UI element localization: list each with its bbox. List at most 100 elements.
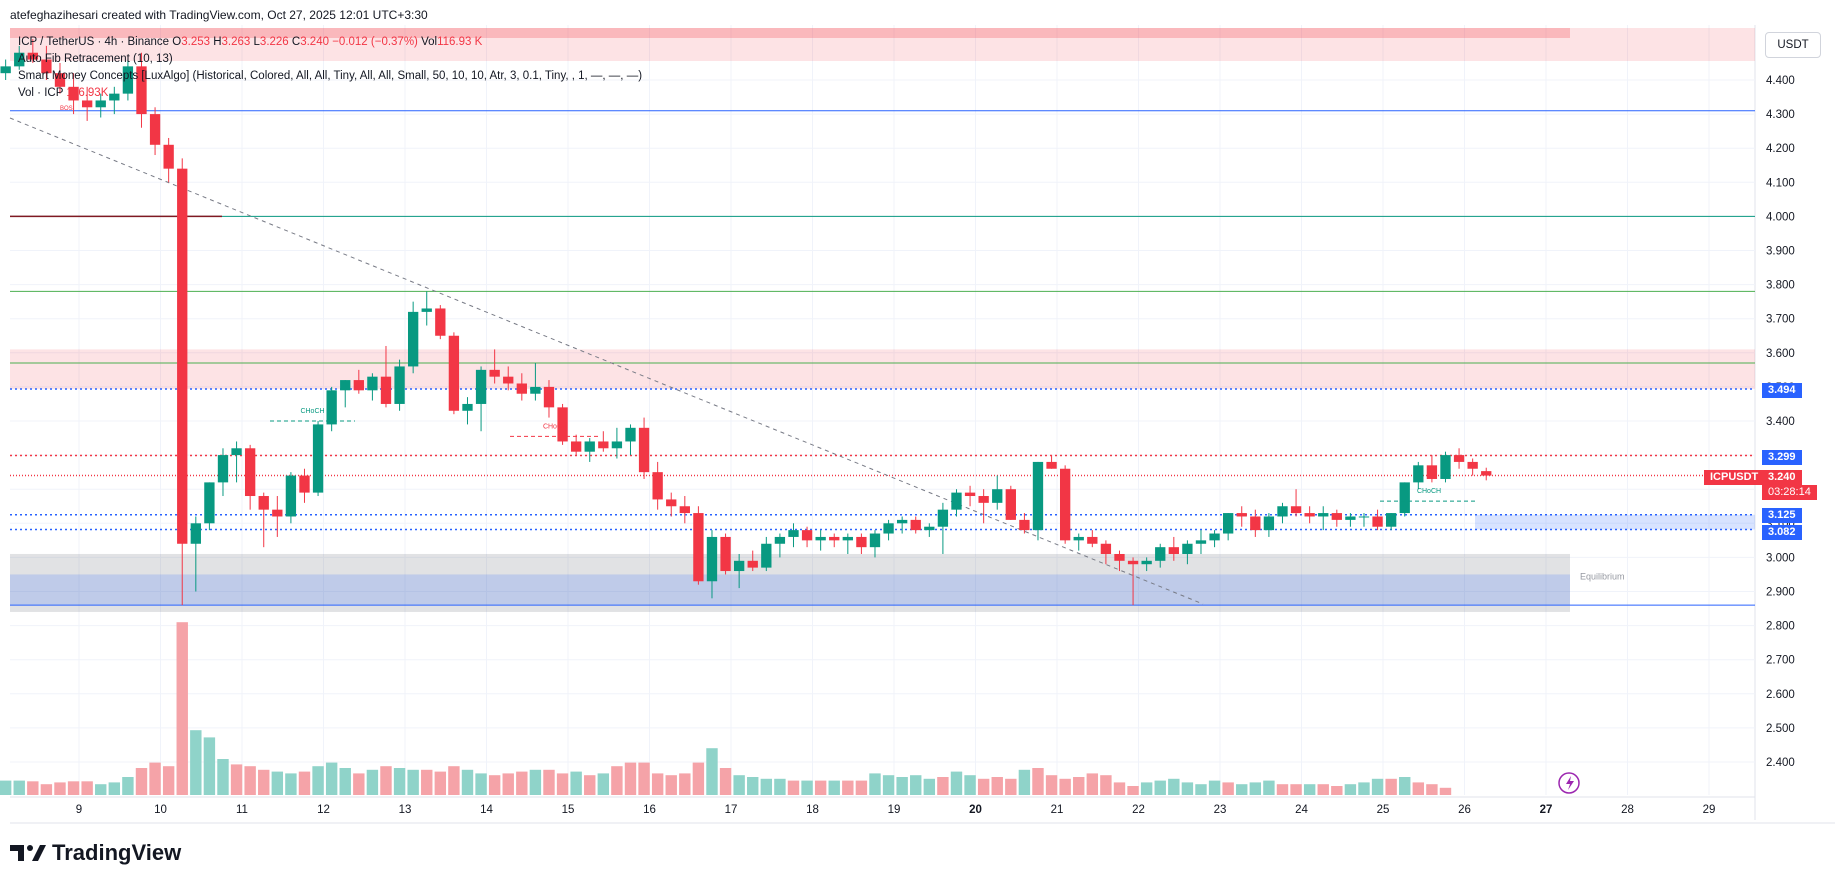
volume-bar: [1059, 778, 1071, 795]
candle-body: [1236, 513, 1247, 517]
candle-body: [163, 144, 174, 169]
tradingview-logo[interactable]: TradingView: [10, 840, 181, 866]
low-label: L: [253, 36, 260, 48]
candle-body: [1087, 536, 1098, 544]
price-tag-3494: 3.494: [1762, 383, 1802, 398]
high-label: H: [213, 36, 222, 48]
candle-body: [109, 93, 120, 101]
candle-body: [530, 386, 541, 394]
candle-body: [611, 441, 623, 449]
candle-body: [706, 536, 718, 582]
price-tag-3082: 3.082: [1762, 525, 1802, 540]
y-tick-label: 4.400: [1766, 75, 1795, 87]
volume-bar: [407, 769, 419, 795]
candle-body: [299, 475, 310, 493]
x-tick-label: 19: [888, 804, 901, 816]
candle-body: [204, 482, 215, 524]
x-tick-label: 9: [76, 804, 82, 816]
x-tick-label: 27: [1540, 804, 1553, 816]
lightning-glyph-icon: [1566, 776, 1574, 790]
volume-bar: [1263, 780, 1275, 795]
volume-bar: [0, 780, 12, 795]
x-tick-label: 23: [1214, 804, 1227, 816]
volume-bar: [1222, 782, 1234, 795]
volume-bar: [1236, 784, 1248, 795]
tradingview-logo-icon: [10, 845, 46, 861]
candle-body: [720, 536, 731, 572]
symbol-label[interactable]: ICP / TetherUS · 4h · Binance: [18, 36, 170, 48]
candle-body: [1277, 506, 1288, 517]
candle-body: [856, 536, 867, 548]
volume-bar: [855, 780, 868, 795]
candle-body: [1358, 516, 1370, 518]
candle-body: [68, 86, 79, 101]
x-tick-label: 24: [1295, 804, 1308, 816]
volume-bar: [651, 773, 664, 795]
candle-body: [666, 499, 677, 507]
low-value: 3.226: [259, 36, 289, 48]
currency-button[interactable]: USDT: [1765, 32, 1821, 58]
volume-bar: [842, 780, 854, 795]
volume-bar: [1140, 782, 1153, 795]
x-tick-label: 10: [154, 804, 167, 816]
x-tick-label: 11: [236, 804, 248, 816]
volume-bar: [1358, 782, 1370, 795]
volume-bar: [40, 784, 53, 795]
volume-bar: [244, 766, 256, 795]
volume-bar: [1371, 778, 1384, 795]
volume-bar: [1208, 780, 1221, 795]
candle-body: [1005, 489, 1016, 520]
candle-body: [95, 100, 106, 108]
volume-bar: [1100, 775, 1112, 795]
volume-bar: [176, 622, 188, 795]
volume-bar: [733, 775, 745, 795]
volume-bar: [95, 784, 107, 795]
volume-bar: [1181, 782, 1194, 795]
indicator-smc[interactable]: Smart Money Concepts [LuxAlgo] (Historic…: [18, 70, 643, 82]
candle-body: [801, 530, 813, 541]
candle-body: [516, 383, 527, 394]
candle-body: [1399, 482, 1410, 514]
y-tick-label: 3.000: [1766, 552, 1795, 564]
candle-body: [1453, 455, 1465, 462]
x-tick-label: 15: [562, 804, 575, 816]
volume-bar: [1331, 786, 1343, 795]
volume-bar: [910, 775, 922, 795]
y-tick-label: 4.300: [1766, 109, 1795, 121]
x-tick-label: 18: [806, 804, 819, 816]
supply-zone: [10, 349, 1755, 389]
candle-body: [435, 308, 446, 336]
volume-bar: [719, 768, 732, 795]
volume-bar: [882, 775, 895, 795]
y-tick-label: 2.700: [1766, 655, 1795, 667]
choch-1-label: CHoCH: [300, 408, 324, 415]
discount-zone-gray: [10, 553, 1570, 612]
candle-body: [625, 427, 636, 442]
volume-bar: [638, 762, 650, 795]
candle-body: [503, 376, 514, 384]
volume-bar: [869, 773, 881, 795]
candle-body: [815, 536, 826, 541]
candle-body: [353, 380, 364, 391]
volume-bar: [1426, 784, 1438, 795]
candle-body: [1426, 465, 1438, 479]
volume-bar: [977, 778, 990, 795]
close-label: C: [291, 36, 301, 48]
indicator-volume-label: Vol · ICP: [18, 87, 64, 99]
candle-body: [41, 59, 52, 74]
volume-bar: [81, 781, 93, 795]
volume-bar: [937, 777, 949, 795]
candle-body: [1372, 516, 1383, 527]
y-tick-label: 2.800: [1766, 621, 1795, 633]
volume-bar: [1249, 782, 1262, 795]
indicator-fib[interactable]: Auto Fib Retracement (10, 13): [18, 53, 173, 65]
volume-bar: [108, 782, 121, 795]
indicator-volume[interactable]: Vol · ICP 116.93K: [18, 85, 642, 102]
author-attribution: atefeghazihesari created with TradingVie…: [10, 8, 428, 22]
volume-bar: [991, 777, 1003, 795]
candle-body: [1195, 540, 1207, 544]
volume-bar: [556, 773, 569, 795]
x-tick-label: 12: [317, 804, 330, 816]
volume-bar: [149, 762, 161, 795]
